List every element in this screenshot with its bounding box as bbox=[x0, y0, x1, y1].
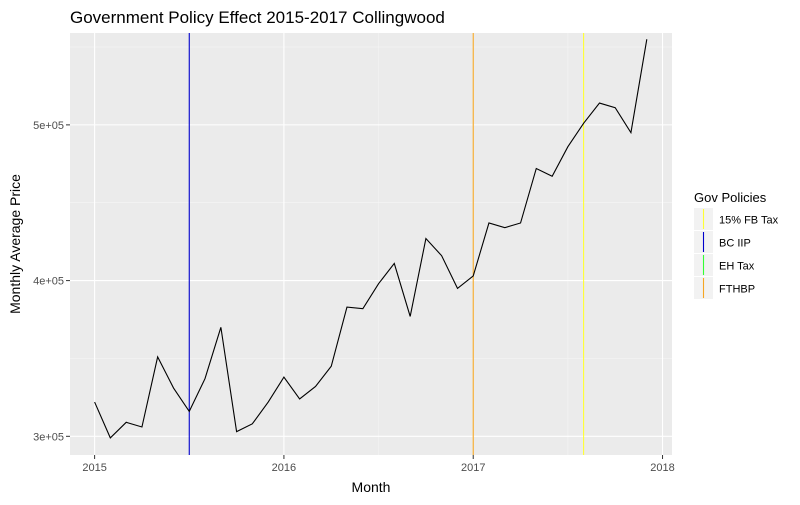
x-tick-label: 2015 bbox=[82, 462, 106, 474]
minor-gridlines bbox=[70, 33, 672, 455]
policy-lines bbox=[188, 33, 585, 455]
x-axis-title: Month bbox=[352, 479, 391, 495]
y-tick-label: 3e+05 bbox=[33, 431, 64, 443]
chart-title: Government Policy Effect 2015-2017 Colli… bbox=[70, 8, 445, 27]
x-tick-label: 2016 bbox=[272, 462, 296, 474]
legend: Gov Policies 15% FB Tax BC IIP EH Tax FTHBP bbox=[694, 190, 779, 299]
x-tick-label: 2018 bbox=[650, 462, 674, 474]
legend-label-fthbp: FTHBP bbox=[719, 284, 755, 296]
legend-label-bc-iip: BC IIP bbox=[719, 238, 751, 250]
legend-label-eh-tax: EH Tax bbox=[719, 261, 755, 273]
y-tick-label: 5e+05 bbox=[33, 120, 64, 132]
legend-title: Gov Policies bbox=[694, 190, 767, 205]
series-line-monthly-average-price bbox=[94, 39, 648, 439]
x-axis: 2015 2016 2017 2018 bbox=[82, 455, 675, 474]
y-axis-title: Monthly Average Price bbox=[7, 174, 23, 314]
y-tick-label: 4e+05 bbox=[33, 276, 64, 288]
x-tick-label: 2017 bbox=[461, 462, 485, 474]
y-axis: 3e+05 4e+05 5e+05 bbox=[33, 120, 70, 443]
plot-panel bbox=[70, 33, 672, 455]
legend-label-15-fb-tax: 15% FB Tax bbox=[719, 215, 779, 227]
